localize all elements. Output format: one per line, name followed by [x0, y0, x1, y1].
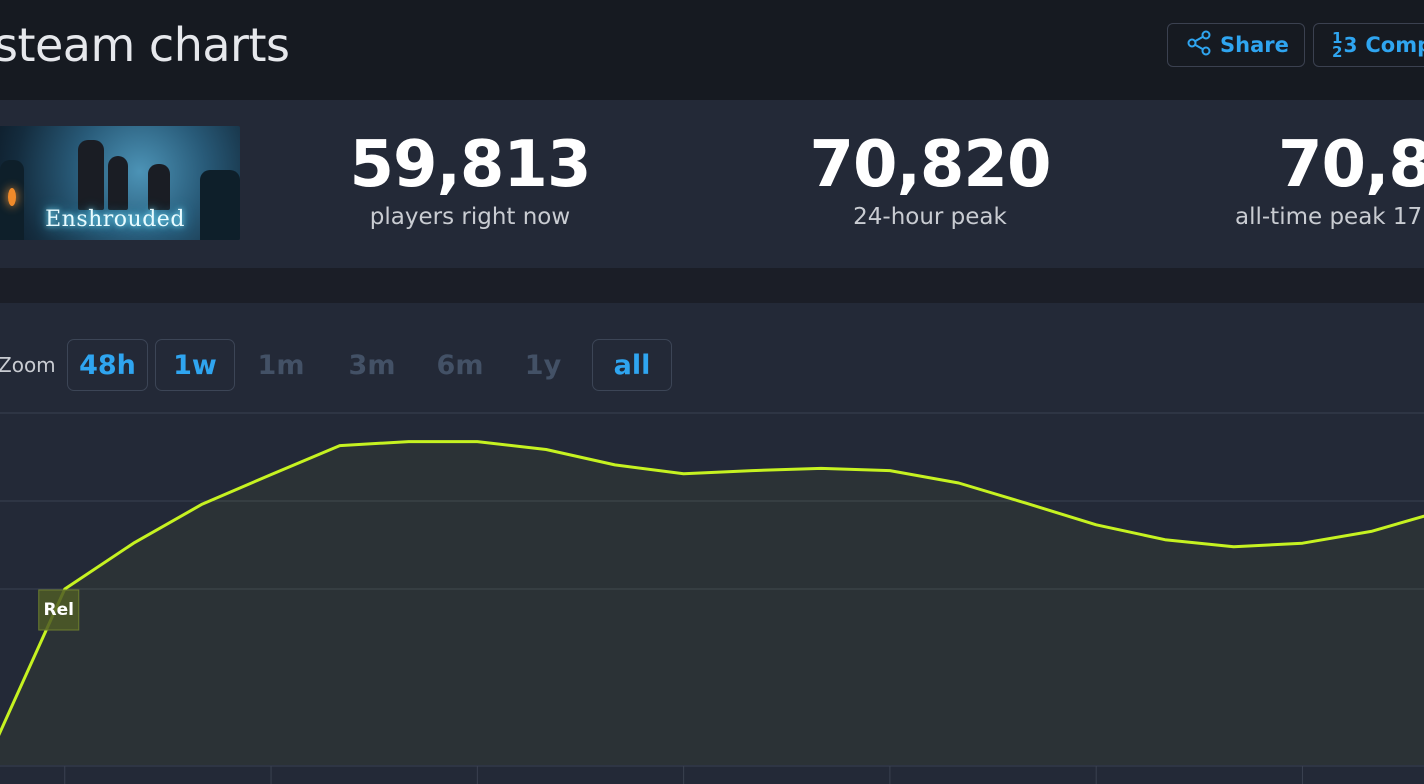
data-point: [1026, 502, 1029, 505]
art-figure: [108, 156, 128, 210]
compare-button[interactable]: 1 2 3 Comp: [1313, 23, 1424, 67]
zoom-label: Zoom: [0, 353, 56, 377]
zoom-1y-button[interactable]: 1y: [512, 339, 574, 391]
data-point: [201, 503, 204, 506]
stat-value: 70,82: [1278, 128, 1424, 202]
zoom-option-label: 1m: [257, 349, 305, 381]
art-figure: [148, 164, 170, 210]
compare-icon-right: 3: [1343, 33, 1358, 57]
compare-icon-bottom: 2: [1332, 43, 1343, 61]
header: steam charts Share 1 2 3: [0, 0, 1424, 100]
zoom-6m-button[interactable]: 6m: [422, 339, 498, 391]
data-point: [820, 467, 823, 470]
release-marker[interactable]: Rel: [38, 589, 80, 631]
art-figure: [78, 140, 104, 210]
game-capsule-image[interactable]: Enshrouded: [0, 126, 240, 240]
compare-icon: 1 2 3: [1332, 29, 1358, 61]
stat-value: 70,820: [809, 128, 1052, 202]
data-point: [132, 542, 135, 545]
zoom-3m-button[interactable]: 3m: [334, 339, 410, 391]
stat-all-time-peak: 70,82 all-time peak 17: [1210, 130, 1424, 230]
zoom-all-button[interactable]: all: [592, 339, 672, 391]
zoom-option-label: 3m: [348, 349, 396, 381]
data-point: [682, 472, 685, 475]
stat-24h-peak: 70,820 24-hour peak: [780, 130, 1080, 230]
series-line: [0, 440, 1424, 736]
zoom-48h-button[interactable]: 48h: [67, 339, 148, 391]
data-point: [613, 463, 616, 466]
zoom-1w-button[interactable]: 1w: [155, 339, 235, 391]
zoom-1m-button[interactable]: 1m: [244, 339, 318, 391]
data-point: [751, 469, 754, 472]
art-fire: [8, 188, 16, 206]
page-title: steam charts: [0, 18, 290, 72]
data-point: [476, 440, 479, 443]
data-point: [407, 440, 410, 443]
data-point: [888, 469, 891, 472]
stat-label: 24-hour peak: [853, 204, 1007, 230]
data-point: [338, 444, 341, 447]
data-point: [1301, 542, 1304, 545]
player-count-chart[interactable]: Rel: [0, 303, 1424, 784]
game-logo: Enshrouded: [45, 207, 185, 232]
compare-label: Comp: [1365, 33, 1424, 57]
series-area: [0, 441, 1424, 765]
stat-value: 59,813: [349, 128, 592, 202]
share-icon: [1186, 30, 1212, 61]
share-button[interactable]: Share: [1167, 23, 1305, 67]
stat-label: players right now: [369, 204, 571, 230]
release-marker-label: Rel: [44, 600, 74, 620]
zoom-option-label: 48h: [79, 349, 136, 381]
data-point: [545, 448, 548, 451]
stat-current-players: 59,813 players right now: [320, 130, 620, 230]
stat-label: all-time peak 17: [1235, 204, 1423, 230]
zoom-option-label: 1y: [524, 349, 562, 381]
stats-bar: Enshrouded 59,813 players right now 70,8…: [0, 100, 1424, 268]
share-label: Share: [1220, 33, 1289, 57]
compare-icon-top: 1: [1332, 29, 1343, 47]
data-point: [270, 473, 273, 476]
zoom-option-label: all: [613, 349, 651, 381]
release-marker-box: [38, 589, 80, 631]
data-point: [1163, 538, 1166, 541]
zoom-option-label: 6m: [436, 349, 484, 381]
data-point: [1095, 523, 1098, 526]
art-tree: [200, 170, 240, 240]
chart-panel: Zoom 48h 1w 1m 3m 6m 1y all Rel: [0, 303, 1424, 784]
section-gap: [0, 268, 1424, 303]
data-point: [1370, 530, 1373, 533]
zoom-option-label: 1w: [173, 349, 217, 381]
data-point: [1232, 545, 1235, 548]
data-point: [957, 481, 960, 484]
